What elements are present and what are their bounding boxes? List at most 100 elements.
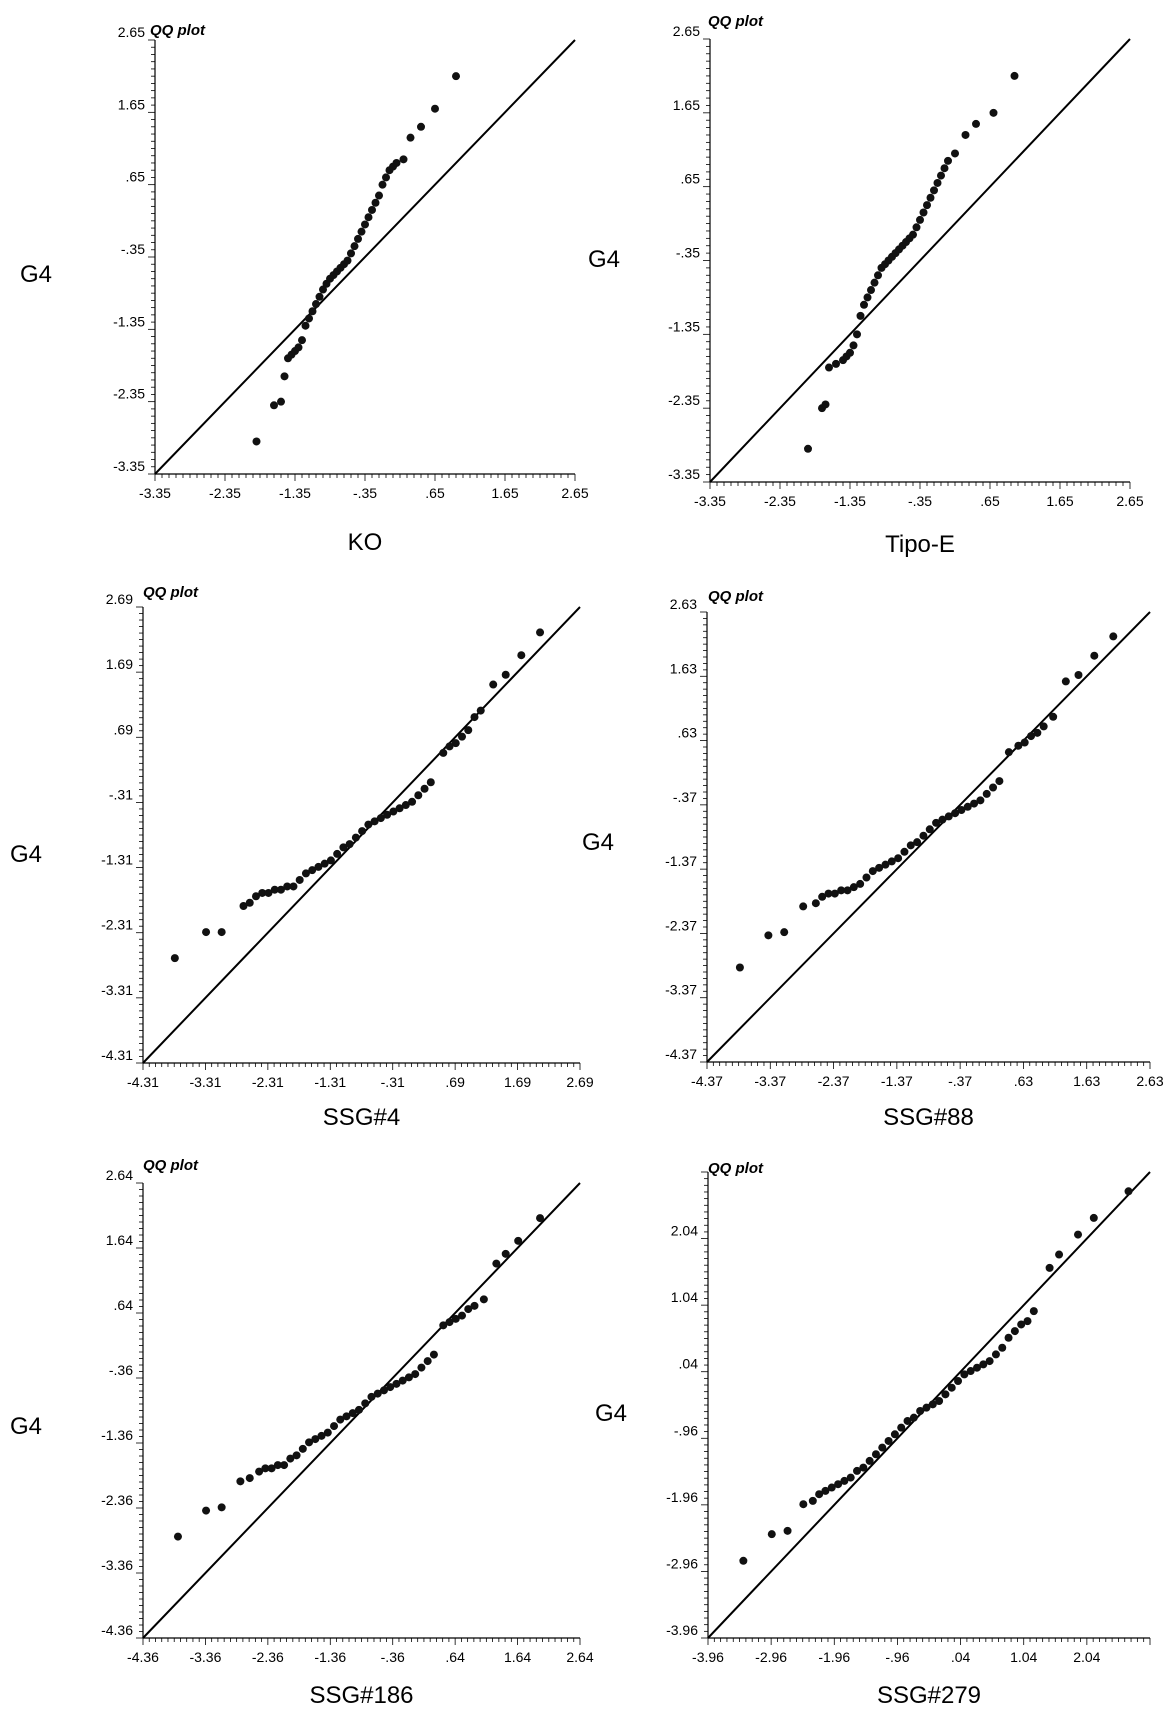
data-point <box>280 372 289 381</box>
x-tick-label: -1.31 <box>314 1074 346 1090</box>
data-point <box>808 1496 817 1505</box>
data-point <box>364 820 373 829</box>
data-point <box>922 1403 931 1412</box>
data-point <box>1124 1187 1133 1196</box>
x-tick-label: 2.63 <box>1136 1073 1163 1089</box>
data-point <box>1029 1307 1038 1316</box>
data-point <box>514 1236 523 1245</box>
data-point <box>998 1343 1007 1352</box>
data-point <box>849 883 858 892</box>
data-point <box>862 873 871 882</box>
y-axis-label: G4 <box>20 261 52 288</box>
data-point <box>361 220 369 229</box>
y-tick-label: -.35 <box>676 245 700 261</box>
data-point <box>991 1350 1000 1359</box>
data-point <box>863 293 872 302</box>
data-point <box>378 180 387 189</box>
data-point <box>347 249 355 258</box>
data-point <box>843 886 852 895</box>
y-tick-label: -4.36 <box>101 1622 133 1638</box>
data-point <box>426 778 435 787</box>
data-points <box>739 1187 1133 1565</box>
data-point <box>286 1454 295 1463</box>
x-tick-label: 1.63 <box>1073 1073 1100 1089</box>
data-point <box>458 732 467 741</box>
x-tick-label: 2.65 <box>1116 493 1143 509</box>
data-point <box>928 1400 937 1409</box>
data-point <box>395 804 404 813</box>
data-point <box>258 888 267 897</box>
x-axis-label: KO <box>348 529 383 556</box>
x-tick-label: -.37 <box>948 1073 972 1089</box>
x-axis-label: SSG#88 <box>883 1104 974 1131</box>
data-point <box>376 814 385 823</box>
data-point <box>536 1214 545 1223</box>
data-point <box>392 158 401 167</box>
data-point <box>890 1430 899 1439</box>
data-point <box>404 1373 413 1382</box>
data-point <box>906 841 915 850</box>
data-point <box>912 223 921 232</box>
reference-line <box>154 39 576 475</box>
x-tick-label: -2.31 <box>252 1074 284 1090</box>
data-point <box>301 321 310 330</box>
qq-plot-panel-3: QQ plot -4.31 -4.31 -3.31 -3.31 -2.31 -2.31 -1.… <box>10 584 594 1131</box>
data-point <box>336 1415 345 1424</box>
data-point <box>350 242 359 251</box>
data-point <box>270 885 279 894</box>
data-point <box>954 1377 963 1386</box>
y-tick-label: 2.69 <box>106 591 133 607</box>
data-point <box>951 149 959 158</box>
y-tick-label: -3.36 <box>101 1557 133 1573</box>
data-point <box>364 213 373 222</box>
data-point <box>373 1389 382 1398</box>
data-point <box>944 812 953 821</box>
x-tick-label: .65 <box>980 493 1000 509</box>
chart-title: QQ plot <box>708 588 764 605</box>
data-point <box>264 888 273 897</box>
data-point <box>270 401 278 410</box>
x-tick-label: -3.31 <box>189 1074 221 1090</box>
data-point <box>871 1450 880 1459</box>
data-point <box>295 875 304 884</box>
data-point <box>386 1383 395 1392</box>
y-tick-label: 2.64 <box>106 1167 133 1183</box>
data-point <box>445 1318 454 1327</box>
data-point <box>780 928 789 937</box>
data-point <box>245 1474 254 1483</box>
data-point <box>900 847 909 856</box>
x-tick-label: -4.31 <box>127 1074 159 1090</box>
data-point <box>217 1503 226 1512</box>
y-tick-label: -4.37 <box>665 1046 697 1062</box>
data-point <box>767 1530 776 1539</box>
data-point <box>856 311 865 320</box>
data-point <box>464 1305 473 1314</box>
x-tick-label: -1.35 <box>834 493 866 509</box>
data-point <box>330 1422 339 1431</box>
y-tick-label: -.36 <box>109 1362 133 1378</box>
data-point <box>853 330 861 339</box>
x-tick-label: -.35 <box>908 493 932 509</box>
data-point <box>355 1405 364 1414</box>
y-tick-label: -2.36 <box>101 1492 133 1508</box>
x-tick-label: -1.37 <box>881 1073 913 1089</box>
data-point <box>935 1397 944 1406</box>
data-point <box>853 1466 862 1475</box>
chart-title: QQ plot <box>708 1160 764 1177</box>
y-tick-label: -1.37 <box>665 853 697 869</box>
data-point <box>408 797 417 806</box>
x-axis-label: Tipo-E <box>885 531 955 558</box>
qq-plot-panel-2: QQ plot -3.35 -3.35 -2.35 -2.35 -1.35 -1.35 -.3… <box>588 13 1144 558</box>
x-tick-label: -4.37 <box>691 1073 723 1089</box>
data-point <box>439 1321 448 1330</box>
data-point <box>860 300 868 309</box>
y-tick-label: 1.65 <box>118 96 145 112</box>
y-axis-label: G4 <box>10 841 42 868</box>
y-tick-label: -3.37 <box>665 982 697 998</box>
data-point <box>298 336 306 345</box>
data-point <box>811 899 820 908</box>
data-point <box>305 314 313 323</box>
data-points <box>804 71 1019 453</box>
data-point <box>1023 1317 1032 1326</box>
y-tick-label: 2.65 <box>118 24 145 40</box>
